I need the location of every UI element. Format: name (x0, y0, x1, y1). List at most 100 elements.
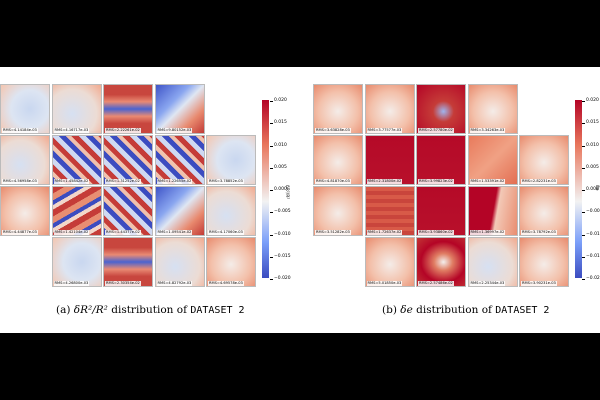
panel-a-tile-rms: RMS=4.82792e-03 (156, 281, 193, 286)
panel-b-tile: RMS=3.93860e-02 (416, 186, 466, 236)
panel-b-tile-rms: RMS=3.63828e-03 (315, 128, 351, 133)
colorbar-a-tick-label: −0.005 (270, 209, 291, 215)
colorbar-a-tick-label: 0.020 (270, 98, 287, 103)
caption-a-math: δR²/R² (73, 304, 108, 316)
panel-b-tile: RMS=3.78792e-03 (519, 186, 569, 236)
colorbar-b (575, 100, 582, 278)
colorbar-a-tick-label: 0.000 (270, 187, 287, 192)
panel-b-tile: RMS=3.63828e-03 (313, 84, 363, 134)
panel-a-tile: RMS=2.22261e-02 (103, 84, 153, 134)
panel-b-tile-rms: RMS=1.72637e-02 (366, 230, 403, 235)
panel-a-tile: RMS=4.44877e-03 (0, 186, 50, 236)
colorbar-b-tick-label: −0.015 (582, 254, 600, 259)
panel-b-tile: RMS=3.34263e-03 (467, 84, 518, 134)
panel-a-tile-rms: RMS=1.44377e-02 (105, 230, 141, 235)
panel-a-tile-rms: RMS=1.42104e-02 (53, 230, 90, 235)
panel-b-tile-rms: RMS=3.34263e-03 (469, 128, 506, 133)
panel-a-tile-rms: RMS=1.31252e-02 (105, 179, 141, 184)
panel-a-tile-rms: RMS=1.22655e-02 (156, 179, 193, 184)
panel-b-tile-rms: RMS=2.31800e-02 (366, 179, 403, 184)
panel-a: RMS=4.14184e-03 RMS=4.16717e-03 RMS=2.2226… (0, 84, 300, 304)
panel-a-tile-rms: RMS=3.78852e-03 (208, 179, 244, 184)
panel-a-tile-rms: RMS=9.80152e-03 (156, 128, 193, 133)
panel-b-tile-rms: RMS=3.77577e-03 (366, 128, 403, 133)
panel-a-tile-rms: RMS=4.44877e-03 (2, 230, 38, 235)
colorbar-a-label: δR²/R² (284, 185, 289, 200)
colorbar-a-tick-label: 0.010 (270, 142, 287, 148)
panel-b-tile: RMS=3.77577e-03 (364, 84, 415, 134)
caption-b-math: δe (400, 304, 413, 316)
panel-b-tile-rms: RMS=3.78792e-03 (521, 230, 557, 235)
colorbar-b-tick-label: −0.020 (582, 276, 600, 281)
panel-a-tile: RMS=9.80152e-03 (154, 84, 205, 134)
colorbar-a-tick-label: 0.015 (270, 120, 287, 126)
panel-a-tile: RMS=1.22655e-02 (154, 135, 205, 185)
panel-a-tile-rms: RMS=2.22261e-02 (105, 128, 141, 133)
panel-b-tile-rms: RMS=3.51282e-03 (315, 230, 351, 235)
panel-a-tile: RMS=3.78852e-03 (206, 135, 256, 185)
caption-b: (b) δe distribution of DATASET 2 (382, 304, 549, 316)
panel-a-tile: RMS=4.14184e-03 (0, 84, 50, 134)
panel-b-tile: RMS=3.90231e-03 (519, 237, 569, 287)
panel-b-tile-rms: RMS=3.90231e-03 (521, 281, 557, 286)
panel-b-tile: RMS=2.25344e-03 (467, 237, 518, 287)
colorbar-a (262, 100, 269, 278)
caption-b-text: distribution of (416, 304, 492, 316)
figure-page: RMS=4.14184e-03 RMS=4.16717e-03 RMS=2.2226… (0, 67, 600, 333)
colorbar-b-label: δe (594, 185, 599, 191)
panel-b-tile-rms: RMS=2.57486e-02 (418, 281, 454, 286)
panel-b-tile-rms: RMS=1.53391e-02 (469, 179, 506, 184)
panel-b-tile: RMS=5.01850e-03 (364, 237, 415, 287)
colorbar-b-tick-label: 0.020 (582, 98, 599, 103)
panel-b-tile: RMS=2.82231e-03 (519, 135, 569, 185)
panel-b-tile-rms: RMS=1.36997e-02 (469, 230, 506, 235)
panel-b-tile: RMS=3.51282e-03 (313, 186, 363, 236)
panel-b: RMS=3.63828e-03 RMS=3.77577e-03 RMS=2.5778… (313, 84, 600, 304)
panel-b-tile-rms: RMS=4.81870e-03 (315, 179, 351, 184)
panel-a-tile-rms: RMS=4.17060e-03 (208, 230, 244, 235)
panel-b-tile: RMS=2.57486e-02 (416, 237, 466, 287)
panel-a-tile: RMS=4.82792e-03 (154, 237, 205, 287)
caption-a: (a) δR²/R² distribution of DATASET 2 (56, 304, 245, 316)
panel-b-tile-rms: RMS=3.99823e-02 (418, 179, 454, 184)
colorbar-b-tick-label: 0.015 (582, 120, 599, 126)
panel-b-tile-rms: RMS=2.82231e-03 (521, 179, 557, 184)
panel-a-tile-rms: RMS=4.69578e-03 (208, 281, 244, 286)
caption-b-dataset: DATASET 2 (495, 305, 550, 316)
panel-a-tile-rms: RMS=1.09541e-02 (156, 230, 193, 235)
panel-b-tile: RMS=1.36997e-02 (467, 186, 518, 236)
colorbar-a-tick-label: −0.010 (270, 231, 291, 237)
panel-a-tile: RMS=4.69578e-03 (206, 237, 256, 287)
panel-a-tile-rms: RMS=4.56958e-03 (2, 179, 38, 184)
panel-a-tile: RMS=2.30354e-02 (103, 237, 153, 287)
colorbar-b-tick-label: 0.000 (582, 187, 599, 192)
panel-a-tile: RMS=4.26800e-03 (51, 237, 102, 287)
panel-b-tile: RMS=2.31800e-02 (364, 135, 415, 185)
panel-b-tile: RMS=1.53391e-02 (467, 135, 518, 185)
colorbar-b-tick-label: 0.010 (582, 142, 599, 148)
panel-a-tile: RMS=4.17060e-03 (206, 186, 256, 236)
panel-b-tile-rms: RMS=2.25344e-03 (469, 281, 506, 286)
panel-a-tile: RMS=1.09541e-02 (154, 186, 205, 236)
caption-a-text: distribution of (111, 304, 187, 316)
panel-b-tile-rms: RMS=2.57780e-02 (418, 128, 454, 133)
colorbar-b-tick-label: −0.005 (582, 209, 600, 214)
panel-b-tile-rms: RMS=3.93860e-02 (418, 230, 454, 235)
colorbar-b-tick-label: 0.005 (582, 164, 599, 170)
panel-a-tile-rms: RMS=1.45842e-02 (53, 179, 90, 184)
panel-a-tile-rms: RMS=4.26800e-03 (53, 281, 90, 286)
panel-b-tile-rms: RMS=5.01850e-03 (366, 281, 403, 286)
panel-a-tile: RMS=1.45842e-02 (51, 135, 102, 185)
panel-b-tile: RMS=2.57780e-02 (416, 84, 466, 134)
colorbar-a-tick-label: −0.020 (270, 276, 291, 281)
panel-a-tile-rms: RMS=2.30354e-02 (105, 281, 141, 286)
panel-b-tile: RMS=3.99823e-02 (416, 135, 466, 185)
panel-b-tile: RMS=4.81870e-03 (313, 135, 363, 185)
panel-a-tile-rms: RMS=4.14184e-03 (2, 128, 38, 133)
panel-b-tile: RMS=1.72637e-02 (364, 186, 415, 236)
panel-a-tile: RMS=1.42104e-02 (51, 186, 102, 236)
caption-a-dataset: DATASET 2 (190, 305, 245, 316)
caption-b-prefix: (b) (382, 304, 397, 316)
caption-a-prefix: (a) (56, 304, 71, 316)
panel-a-tile-rms: RMS=4.16717e-03 (53, 128, 90, 133)
